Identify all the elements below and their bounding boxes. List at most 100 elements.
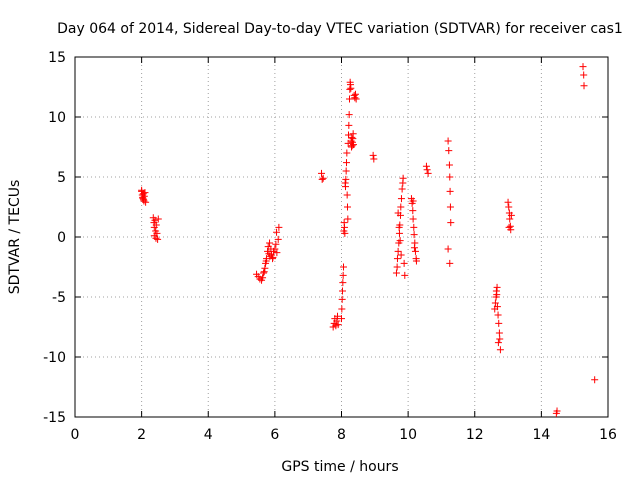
- data-point: [318, 175, 326, 183]
- data-point: [446, 173, 454, 181]
- data-point: [338, 305, 346, 313]
- data-point: [591, 376, 599, 384]
- data-point: [140, 192, 148, 200]
- data-point: [345, 121, 353, 129]
- data-point: [493, 303, 501, 311]
- data-point: [410, 231, 418, 239]
- data-point: [505, 223, 513, 231]
- data-point: [394, 209, 402, 217]
- data-point: [272, 240, 280, 248]
- data-point: [269, 253, 277, 261]
- x-tick-label: 14: [532, 427, 550, 443]
- data-point: [334, 312, 342, 320]
- data-point: [397, 203, 405, 211]
- data-point: [447, 219, 455, 227]
- data-point: [494, 339, 502, 347]
- grid: [75, 57, 608, 417]
- data-point: [344, 215, 352, 223]
- data-point: [152, 221, 160, 229]
- data-point: [343, 203, 351, 211]
- data-point: [496, 335, 504, 343]
- y-tick-label: 15: [48, 50, 66, 66]
- data-point: [343, 191, 351, 199]
- x-tick-label: 2: [137, 427, 146, 443]
- data-point: [341, 183, 349, 191]
- data-point: [445, 147, 453, 155]
- x-tick-label: 12: [466, 427, 484, 443]
- data-point: [339, 279, 347, 287]
- data-point: [401, 271, 409, 279]
- data-point: [445, 161, 453, 169]
- data-point: [346, 85, 354, 93]
- y-tick-label: -15: [43, 410, 66, 426]
- data-point: [506, 215, 514, 223]
- data-point: [340, 223, 348, 231]
- data-point: [347, 84, 355, 92]
- data-point: [553, 407, 561, 415]
- data-point: [504, 198, 512, 206]
- data-point: [260, 269, 268, 277]
- data-point: [446, 187, 454, 195]
- axes: 0 2 4 6 8 10 12 14 16 -15 -10 -5 0 5 10 15: [43, 50, 617, 443]
- x-tick-label: 4: [204, 427, 213, 443]
- x-tick-label: 10: [399, 427, 417, 443]
- data-point: [338, 287, 346, 295]
- data-point: [338, 295, 346, 303]
- x-axis-label: GPS time / hours: [281, 459, 398, 475]
- data-point: [444, 137, 452, 145]
- chart-title: Day 064 of 2014, Sidereal Day-to-day VTE…: [57, 21, 623, 37]
- data-point: [343, 149, 351, 157]
- data-point: [261, 264, 269, 272]
- x-tick-label: 16: [599, 427, 617, 443]
- data-point: [351, 90, 359, 98]
- x-tick-label: 6: [270, 427, 279, 443]
- data-point: [339, 271, 347, 279]
- data-point: [396, 237, 404, 245]
- data-point: [151, 216, 159, 224]
- data-point: [410, 244, 418, 252]
- data-point: [349, 141, 357, 149]
- data-point: [260, 268, 268, 276]
- data-point: [369, 151, 377, 159]
- data-point: [271, 245, 279, 253]
- y-tick-label: 10: [48, 110, 66, 126]
- data-point: [333, 317, 341, 325]
- data-point: [342, 175, 350, 183]
- data-point: [495, 319, 503, 327]
- data-point: [266, 239, 274, 247]
- data-point: [341, 229, 349, 237]
- data-point: [422, 162, 430, 170]
- data-point: [345, 95, 353, 103]
- data-point: [395, 223, 403, 231]
- data-point: [334, 321, 342, 329]
- x-tick-label: 0: [71, 427, 80, 443]
- data-point: [318, 169, 326, 177]
- data-point: [393, 255, 401, 263]
- data-point: [338, 315, 345, 323]
- data-points: [138, 63, 599, 417]
- data-point: [345, 111, 353, 119]
- y-tick-label: 0: [57, 230, 66, 246]
- data-point: [493, 283, 501, 291]
- data-point: [496, 346, 504, 354]
- data-point: [275, 223, 283, 231]
- data-point: [444, 245, 452, 253]
- data-point: [352, 95, 360, 103]
- data-point: [399, 174, 407, 182]
- data-point: [409, 207, 417, 215]
- data-point: [446, 203, 454, 211]
- y-tick-label: -10: [43, 350, 66, 366]
- data-point: [411, 247, 419, 255]
- data-point: [262, 257, 270, 265]
- data-point: [348, 133, 356, 141]
- data-point: [273, 249, 281, 257]
- data-point: [154, 235, 162, 243]
- y-tick-label: -5: [52, 290, 66, 306]
- data-point: [393, 263, 401, 271]
- data-point: [400, 259, 408, 267]
- data-point: [339, 263, 347, 271]
- data-point: [392, 269, 400, 277]
- data-point: [423, 166, 431, 174]
- data-point: [505, 203, 513, 211]
